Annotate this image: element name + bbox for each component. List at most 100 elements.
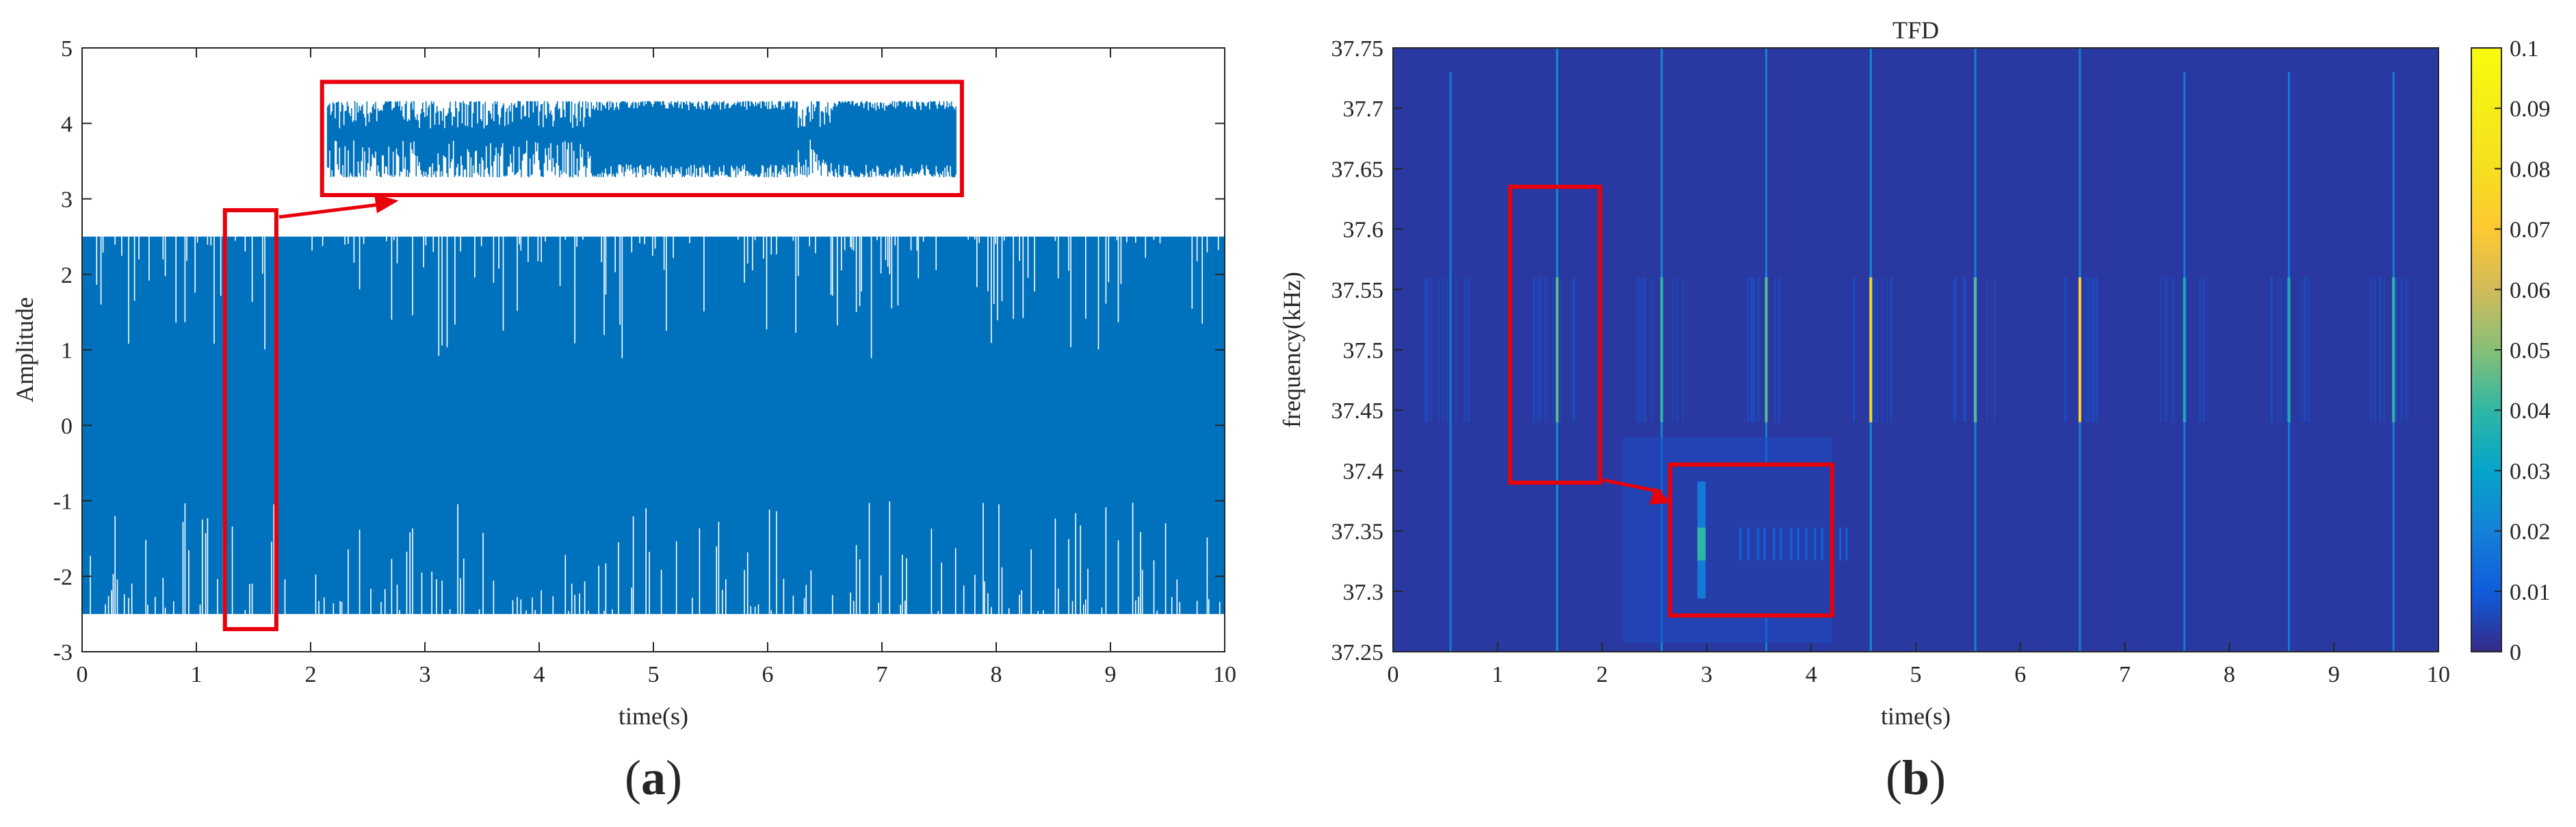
colorbar-tick-label: 0.03 (2510, 459, 2551, 484)
event-texture (2198, 277, 2200, 422)
event-texture (1955, 277, 1957, 422)
event-texture (2301, 277, 2303, 422)
event-texture (1973, 277, 1975, 422)
y-tick-label: 37.35 (1331, 520, 1384, 545)
x-tick-label: 7 (2119, 662, 2131, 687)
event-texture (2204, 277, 2205, 422)
x-tick-label: 3 (1701, 662, 1713, 687)
arrow-head (374, 194, 399, 214)
event-texture (2185, 277, 2187, 422)
event-texture (1953, 277, 1955, 422)
event-texture (1446, 277, 1448, 422)
panel-b-title: TFD (1892, 16, 1939, 44)
panel-a-zoom-arrow (278, 194, 399, 219)
y-tick-label: -3 (53, 640, 73, 665)
x-tick-label: 1 (1492, 662, 1503, 687)
event-texture (1874, 277, 1876, 422)
event-texture (2380, 277, 2382, 422)
event-texture (2096, 277, 2098, 422)
event-texture (1752, 277, 1754, 422)
y-tick-label: 37.55 (1331, 278, 1384, 303)
panel-a-label-letter: a (641, 750, 666, 805)
hot-spot (2287, 277, 2291, 422)
y-tick-label: 2 (61, 263, 73, 288)
event-texture (1882, 277, 1883, 422)
panel-a-xlabel: time(s) (619, 702, 688, 730)
colorbar-tick-label: 0.05 (2510, 338, 2551, 364)
event-texture (1682, 277, 1684, 422)
event-texture (1425, 277, 1427, 422)
event-line (1449, 72, 1452, 652)
zoom-texture (1739, 527, 1742, 561)
event-texture (1890, 277, 1892, 422)
hot-spot (1974, 277, 1977, 422)
hot-spot (2183, 277, 2186, 422)
y-tick-label: 37.5 (1343, 338, 1384, 364)
event-texture (1852, 277, 1854, 422)
x-tick-label: 10 (2427, 662, 2450, 687)
y-tick-label: 3 (61, 188, 73, 213)
event-texture (1638, 277, 1640, 422)
event-texture (1539, 277, 1541, 422)
x-tick-label: 9 (1105, 662, 1117, 687)
highlight-rect (1508, 184, 1602, 485)
zoom-texture (1757, 527, 1760, 561)
colorbar-tick-label: 0.02 (2510, 520, 2551, 545)
panel-b-label-open: ( (1886, 750, 1902, 805)
panel-b-zoom-arrow (1602, 478, 1673, 505)
x-tick-label: 10 (1213, 662, 1236, 687)
event-texture (1886, 277, 1888, 422)
y-tick-label: 37.3 (1343, 580, 1384, 605)
y-tick-label: 37.7 (1343, 97, 1384, 122)
x-tick-label: 4 (1806, 662, 1817, 687)
y-tick-label: -1 (53, 489, 73, 515)
event-texture (1994, 277, 1995, 422)
colorbar-tick-label: 0.01 (2510, 580, 2551, 605)
event-texture (2308, 277, 2309, 422)
zoom-texture (1821, 527, 1823, 561)
zoom-texture (1797, 527, 1799, 561)
event-texture (2405, 277, 2406, 422)
event-texture (2087, 277, 2088, 422)
event-texture (1676, 277, 1678, 422)
event-texture (2374, 277, 2376, 422)
event-texture (2200, 277, 2202, 422)
panel-a-zoom-inset (326, 101, 957, 177)
event-texture (2370, 277, 2371, 422)
y-tick-label: 37.4 (1343, 459, 1384, 484)
x-tick-label: 7 (876, 662, 888, 687)
panel-a-label-open: ( (625, 750, 641, 805)
x-tick-label: 9 (2328, 662, 2340, 687)
event-texture (2159, 277, 2161, 422)
x-tick-label: 6 (762, 662, 774, 687)
zoom-background (1669, 464, 1832, 616)
panel-a-highlight-box (222, 208, 278, 631)
hot-spot (1555, 277, 1559, 422)
event-texture (1572, 277, 1574, 422)
panel-b-ticks: 0 1 2 3 4 5 6 7 8 9 10 37.25 37.3 37.35 37.4 37.45 37.5 3… (1331, 36, 2451, 687)
hot-spot (2078, 277, 2081, 422)
event-texture (1986, 277, 1988, 422)
colorbar-tick-label: 0.06 (2510, 278, 2551, 303)
x-tick-label: 0 (77, 662, 88, 687)
event-texture (1778, 277, 1780, 422)
panel-b-chart: 0 1 2 3 4 5 6 7 8 9 10 37.25 37.3 37.35 37.4 37.45 37.5 3… (1278, 16, 2551, 805)
event-texture (1651, 277, 1652, 422)
event-texture (1753, 277, 1754, 422)
event-texture (2173, 277, 2175, 422)
panel-b-zoom-inset (1622, 437, 1848, 644)
zoom-texture (1839, 527, 1842, 561)
y-tick-label: 0 (61, 414, 73, 439)
panel-a-ticks: 0 1 2 3 4 5 6 7 8 9 10 -3 -2 -1 0 1 2 3 4 5 (53, 36, 1236, 687)
event-texture (1442, 277, 1444, 422)
hot-spot (1660, 277, 1663, 422)
arrow-shaft (1602, 478, 1663, 494)
colorbar-tick-label: 0.04 (2510, 398, 2551, 424)
panel-a-label: (a) (625, 750, 682, 805)
event-texture (1467, 277, 1468, 422)
zoom-rect (1667, 462, 1834, 618)
x-tick-label: 5 (648, 662, 660, 687)
event-texture (1533, 277, 1535, 422)
colorbar-tick-label: 0.08 (2510, 157, 2551, 182)
event-texture (1853, 277, 1855, 422)
